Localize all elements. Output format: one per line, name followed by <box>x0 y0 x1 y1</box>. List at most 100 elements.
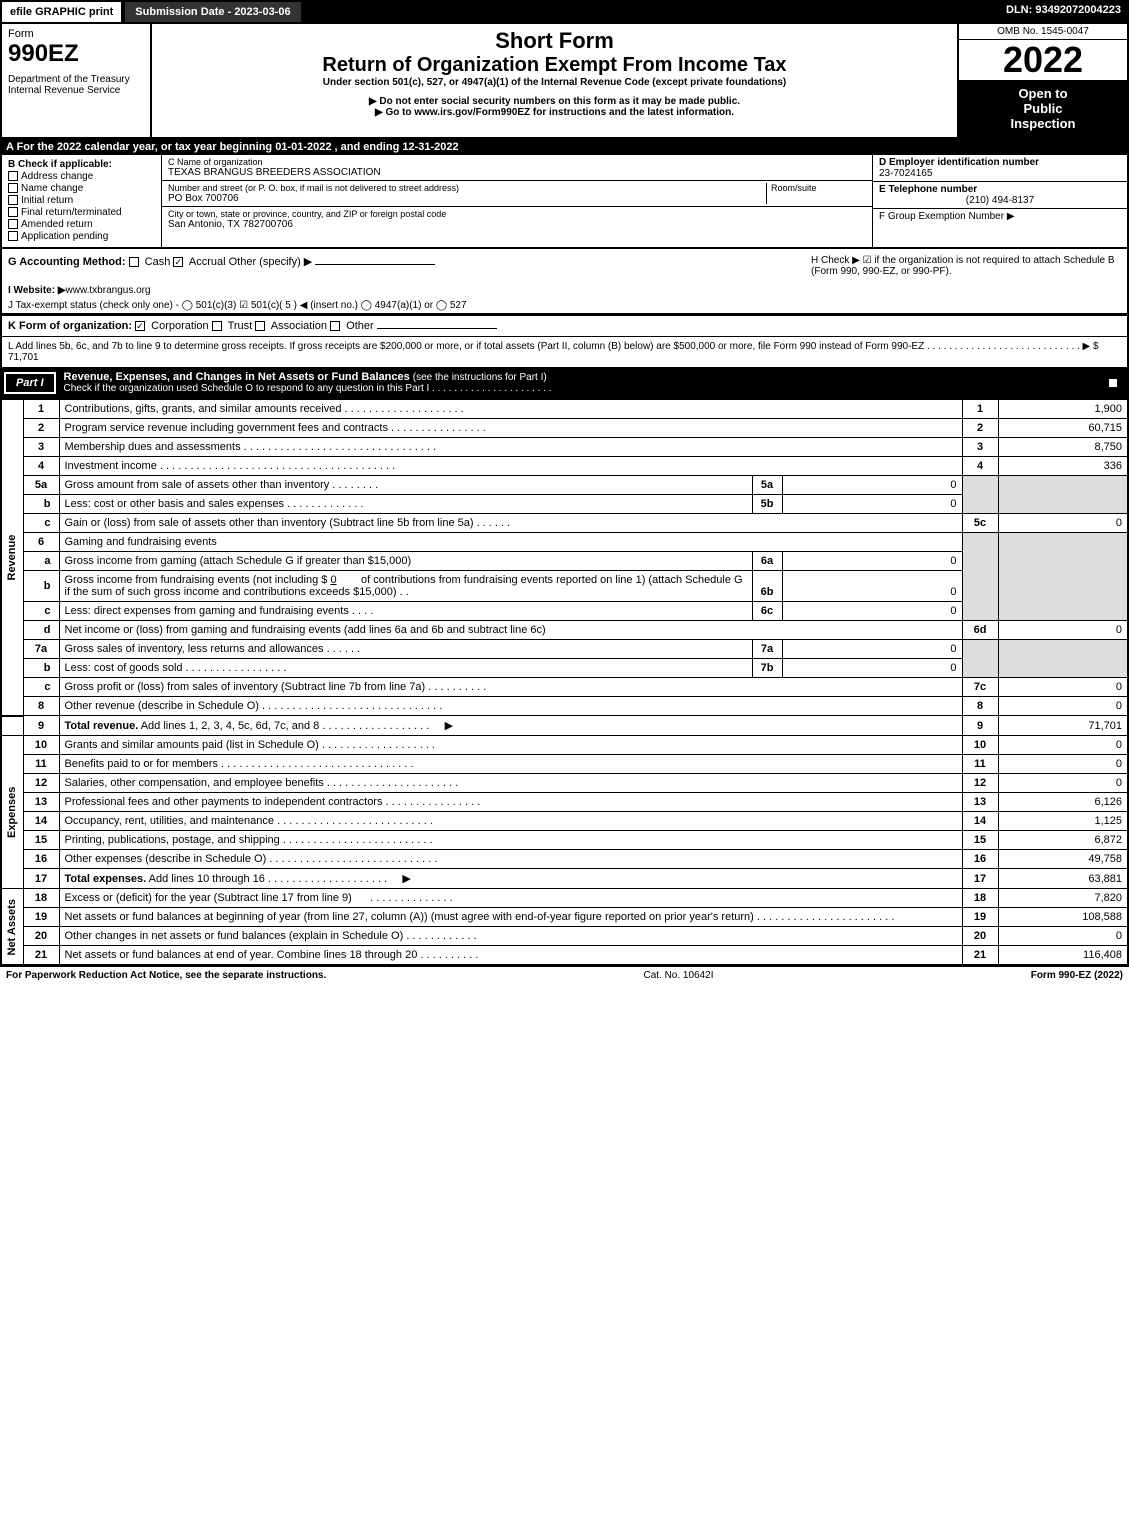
row-g-accounting: G Accounting Method: Cash Accrual Other … <box>0 249 1129 283</box>
omb-number: OMB No. 1545-0047 <box>959 24 1127 40</box>
line-5c-rnum: 5c <box>962 514 998 533</box>
line-10-rnum: 10 <box>962 736 998 755</box>
line-8-num: 8 <box>23 697 59 716</box>
dept-label: Department of the Treasury Internal Reve… <box>8 74 144 96</box>
chk-accrual[interactable] <box>173 257 183 267</box>
line-3-desc: Membership dues and assessments <box>65 441 241 453</box>
line-4-desc: Investment income <box>65 460 157 472</box>
row-j-tax-exempt: J Tax-exempt status (check only one) - ◯… <box>0 298 1129 314</box>
line-6a-ival: 0 <box>782 552 962 571</box>
chk-final-return[interactable]: Final return/terminated <box>8 207 155 218</box>
chk-cash[interactable] <box>129 257 139 267</box>
efile-print-label[interactable]: efile GRAPHIC print <box>0 0 123 24</box>
line-6b-inum: 6b <box>752 571 782 602</box>
line-7a-desc: Gross sales of inventory, less returns a… <box>65 643 324 655</box>
page-footer: For Paperwork Reduction Act Notice, see … <box>0 966 1129 984</box>
chk-association[interactable] <box>255 321 265 331</box>
line-6b-desc1: Gross income from fundraising events (no… <box>65 574 328 586</box>
line-21-value: 116,408 <box>998 946 1128 966</box>
line-5b-num: b <box>23 495 59 514</box>
opt-other: Other <box>346 320 374 332</box>
other-specify-input[interactable] <box>315 264 435 265</box>
chk-application-pending[interactable]: Application pending <box>8 231 155 242</box>
line-4-value: 336 <box>998 457 1128 476</box>
line-2-rnum: 2 <box>962 419 998 438</box>
footer-left: For Paperwork Reduction Act Notice, see … <box>6 970 326 981</box>
line-7b-desc: Less: cost of goods sold <box>65 662 183 674</box>
line-12-desc: Salaries, other compensation, and employ… <box>65 777 324 789</box>
line-13-value: 6,126 <box>998 793 1128 812</box>
e-phone-label: E Telephone number <box>879 184 1121 195</box>
line-9-desc: Total revenue. <box>65 720 139 732</box>
row-i-website: I Website: ▶www.txbrangus.org <box>0 283 1129 298</box>
line-12-num: 12 <box>23 774 59 793</box>
line-7c-num: c <box>23 678 59 697</box>
line-16-desc: Other expenses (describe in Schedule O) <box>65 853 267 865</box>
line-4-num: 4 <box>23 457 59 476</box>
tax-year: 2022 <box>959 40 1127 80</box>
line-19-desc: Net assets or fund balances at beginning… <box>65 911 754 923</box>
line-6-desc: Gaming and fundraising events <box>59 533 962 552</box>
line-8-value: 0 <box>998 697 1128 716</box>
irs-link[interactable]: www.irs.gov/Form990EZ <box>414 107 530 118</box>
chk-name-change[interactable]: Name change <box>8 183 155 194</box>
line-6b-amount: 0 <box>330 574 336 586</box>
other-org-input[interactable] <box>377 328 497 329</box>
line-6d-num: d <box>23 621 59 640</box>
line-20-rnum: 20 <box>962 927 998 946</box>
i-label: I Website: ▶ <box>8 285 66 296</box>
part-1-title: Revenue, Expenses, and Changes in Net As… <box>64 371 410 383</box>
line-15-num: 15 <box>23 831 59 850</box>
line-10-num: 10 <box>23 736 59 755</box>
line-9-value: 71,701 <box>998 716 1128 736</box>
chk-other-org[interactable] <box>330 321 340 331</box>
line-15-desc: Printing, publications, postage, and shi… <box>65 834 280 846</box>
chk-address-change[interactable]: Address change <box>8 171 155 182</box>
website-link[interactable]: www.txbrangus.org <box>66 285 151 296</box>
line-17-desc: Total expenses. <box>65 873 147 885</box>
subtitle-1: Under section 501(c), 527, or 4947(a)(1)… <box>156 77 953 88</box>
chk-trust[interactable] <box>212 321 222 331</box>
line-5b-inum: 5b <box>752 495 782 514</box>
line-6c-ival: 0 <box>782 602 962 621</box>
org-name: TEXAS BRANGUS BREEDERS ASSOCIATION <box>168 167 866 178</box>
title-short-form: Short Form <box>156 28 953 54</box>
line-7a-ival: 0 <box>782 640 962 659</box>
line-1-rnum: 1 <box>962 399 998 419</box>
c-name-label: C Name of organization <box>168 157 866 167</box>
line-5b-ival: 0 <box>782 495 962 514</box>
line-5a-num: 5a <box>23 476 59 495</box>
dln-number: DLN: 93492072004223 <box>998 0 1129 24</box>
k-label: K Form of organization: <box>8 320 132 332</box>
line-17-rnum: 17 <box>962 869 998 889</box>
opt-association: Association <box>271 320 327 332</box>
chk-amended-return[interactable]: Amended return <box>8 219 155 230</box>
chk-corporation[interactable] <box>135 321 145 331</box>
c-city-label: City or town, state or province, country… <box>168 209 446 219</box>
column-b-checkboxes: B Check if applicable: Address change Na… <box>2 155 162 247</box>
line-20-desc: Other changes in net assets or fund bala… <box>65 930 404 942</box>
d-ein-label: D Employer identification number <box>879 157 1121 168</box>
line-21-rnum: 21 <box>962 946 998 966</box>
line-18-value: 7,820 <box>998 889 1128 908</box>
d-ein-value: 23-7024165 <box>879 168 1121 179</box>
line-5a-inum: 5a <box>752 476 782 495</box>
line-6b-num: b <box>23 571 59 602</box>
part-1-check-line: Check if the organization used Schedule … <box>64 383 552 394</box>
header-left: Form 990EZ Department of the Treasury In… <box>2 24 152 137</box>
opt-trust: Trust <box>228 320 253 332</box>
line-16-value: 49,758 <box>998 850 1128 869</box>
f-group-exemption: F Group Exemption Number ▶ <box>879 211 1121 222</box>
line-6a-num: a <box>23 552 59 571</box>
chk-initial-return[interactable]: Initial return <box>8 195 155 206</box>
line-6b-ival: 0 <box>782 571 962 602</box>
row-k-form-org: K Form of organization: Corporation Trus… <box>0 314 1129 337</box>
line-18-rnum: 18 <box>962 889 998 908</box>
chk-schedule-o[interactable] <box>1108 378 1118 388</box>
expenses-label: Expenses <box>1 736 23 889</box>
line-20-value: 0 <box>998 927 1128 946</box>
line-7b-ival: 0 <box>782 659 962 678</box>
line-6-num: 6 <box>23 533 59 552</box>
row-h-schedule-b: H Check ▶ ☑ if the organization is not r… <box>811 255 1121 277</box>
line-3-rnum: 3 <box>962 438 998 457</box>
